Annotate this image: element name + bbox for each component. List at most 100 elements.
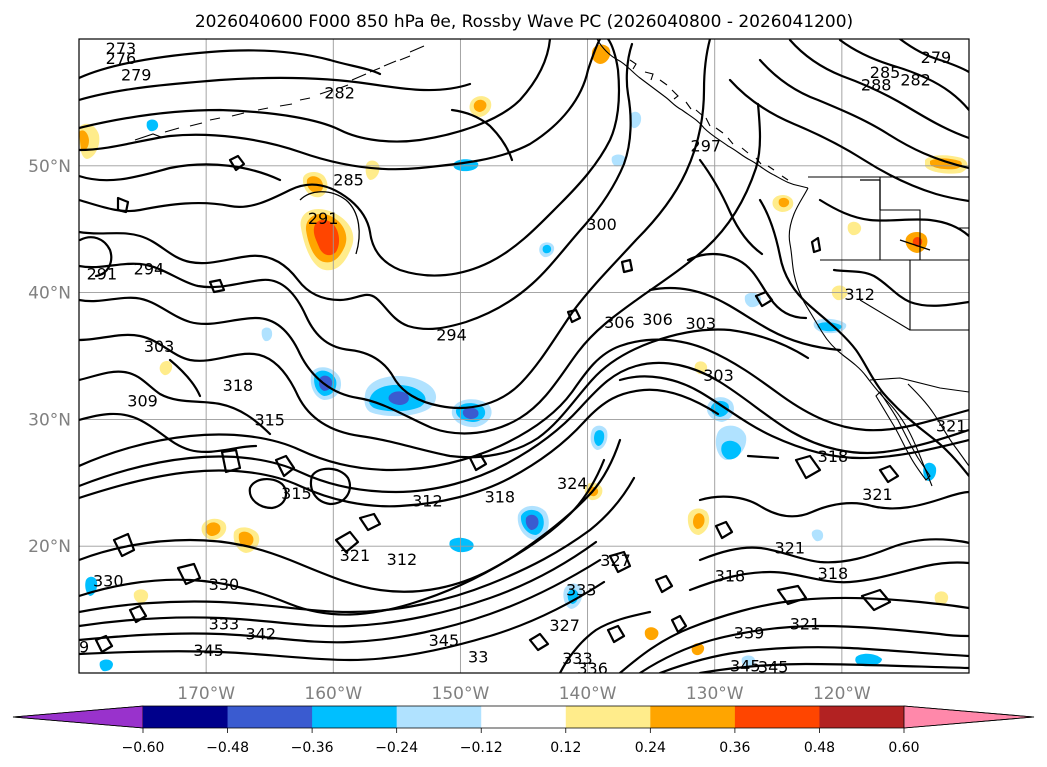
closed-contour xyxy=(860,588,892,612)
colorbar-tick-label: 0.12 xyxy=(550,740,581,756)
colorbar-bin xyxy=(819,706,905,728)
contour-label: 345 xyxy=(730,656,761,675)
contour-line xyxy=(79,39,602,171)
contour-label: 345 xyxy=(429,631,460,650)
contour-line xyxy=(686,252,808,320)
positive-anomaly-120w-44n xyxy=(847,221,862,236)
negative-anomaly-baja xyxy=(923,462,937,481)
contour-label: 333 xyxy=(566,580,597,599)
pc-shading-layer xyxy=(79,44,968,672)
closed-contour xyxy=(220,448,242,474)
negative-anomaly-122w-21n xyxy=(811,529,824,542)
contour-label: 321 xyxy=(936,417,967,436)
closed-contour xyxy=(94,634,114,654)
contour-label: 312 xyxy=(412,492,443,511)
contour-line xyxy=(79,338,969,472)
theta-e-contour-layer xyxy=(79,39,969,673)
contour-label: 312 xyxy=(844,285,875,304)
contour-label: 282 xyxy=(324,83,355,102)
longitude-tick-label: 160°W xyxy=(304,684,362,704)
colorbar-bin xyxy=(312,706,398,728)
contour-label: 39 xyxy=(69,637,89,656)
contour-label: 288 xyxy=(19,64,50,83)
positive-anomaly-174w-17n xyxy=(133,589,149,604)
contour-line xyxy=(698,158,764,256)
contour-label: 327 xyxy=(549,616,580,635)
colorbar-tick-label: −0.12 xyxy=(460,740,503,756)
negative-anomaly-166w-37n xyxy=(261,327,273,342)
contour-label: 273 xyxy=(106,39,137,58)
contour-label: 303 xyxy=(685,314,716,333)
colorbar-bin xyxy=(143,706,229,728)
closed-contour xyxy=(528,632,550,652)
contour-line xyxy=(79,580,606,662)
closed-contour xyxy=(274,454,296,478)
contour-label: 318 xyxy=(485,488,516,507)
contour-label: 342 xyxy=(246,625,277,644)
colorbar-bin xyxy=(396,706,482,728)
contour-label: 291 xyxy=(87,265,118,284)
contour-label: 318 xyxy=(715,566,746,585)
contour-label: 318 xyxy=(818,564,849,583)
contour-line xyxy=(79,163,282,182)
closed-contour xyxy=(754,290,774,308)
latitude-tick-label: 40°N xyxy=(28,284,71,304)
longitude-labels: 170°W 160°W 150°W 140°W 130°W 120°W xyxy=(177,684,871,704)
contour-label: 330 xyxy=(93,571,124,590)
alaska-coastline xyxy=(596,39,809,189)
contour-label: 33 xyxy=(468,648,488,667)
contour-label: 321 xyxy=(340,546,371,565)
contour-line xyxy=(618,375,969,460)
us-mexico-border xyxy=(869,377,969,393)
colorbar-tick-label: −0.48 xyxy=(206,740,249,756)
negative-anomaly-137w-55n xyxy=(629,111,642,129)
closed-contour xyxy=(746,454,780,460)
contour-label: 279 xyxy=(921,48,952,67)
contour-label: 288 xyxy=(861,76,892,95)
closed-contour xyxy=(176,562,202,586)
latitude-tick-label: 50°N xyxy=(28,157,71,177)
closed-contour xyxy=(654,574,674,594)
mexico-mainland-coast xyxy=(907,383,969,467)
contour-line xyxy=(79,236,113,278)
closed-contour xyxy=(670,614,688,634)
coastline-layer xyxy=(134,39,969,487)
contour-label: 294 xyxy=(436,325,467,344)
contour-line xyxy=(79,388,720,508)
contour-label: 333 xyxy=(209,615,240,634)
contour-line xyxy=(79,42,634,331)
negative-anomaly-146w-43n-core xyxy=(542,244,552,254)
contour-label: 291 xyxy=(308,209,339,228)
closed-contour xyxy=(776,584,808,606)
contour-line xyxy=(79,540,598,628)
colorbar-extend-min xyxy=(12,705,144,729)
contour-line xyxy=(788,39,969,140)
contour-line xyxy=(79,76,472,102)
contour-label: 294 xyxy=(134,260,165,279)
colorbar-tick-label: 0.24 xyxy=(635,740,666,756)
positive-anomaly-west-core xyxy=(79,130,89,151)
contour-label: 300 xyxy=(586,215,617,234)
contour-line xyxy=(758,198,969,478)
contour-label: 309 xyxy=(127,391,158,410)
closed-contour xyxy=(309,467,352,506)
closed-contour xyxy=(794,454,822,480)
closed-contour xyxy=(128,604,148,624)
contour-line xyxy=(79,438,622,616)
negative-anomaly-140w-28n-core xyxy=(594,430,605,446)
contour-label: 306 xyxy=(642,310,673,329)
map-title: 2026040600 F000 850 hPa θe, Rossby Wave … xyxy=(195,12,853,32)
contour-label: 306 xyxy=(604,313,635,332)
closed-contour xyxy=(714,520,734,540)
positive-anomaly-136w-14n xyxy=(644,627,659,641)
colorbar-tick-label: −0.24 xyxy=(375,740,418,756)
positive-anomaly-132w-core xyxy=(693,513,705,529)
contour-line xyxy=(79,102,762,435)
contour-line xyxy=(79,49,382,80)
contour-line xyxy=(79,370,272,436)
colorbar-tick-label: −0.60 xyxy=(122,740,165,756)
colorbar-bin xyxy=(481,706,567,728)
negative-anomaly-144w-22n xyxy=(517,505,549,541)
longitude-tick-label: 130°W xyxy=(686,684,744,704)
